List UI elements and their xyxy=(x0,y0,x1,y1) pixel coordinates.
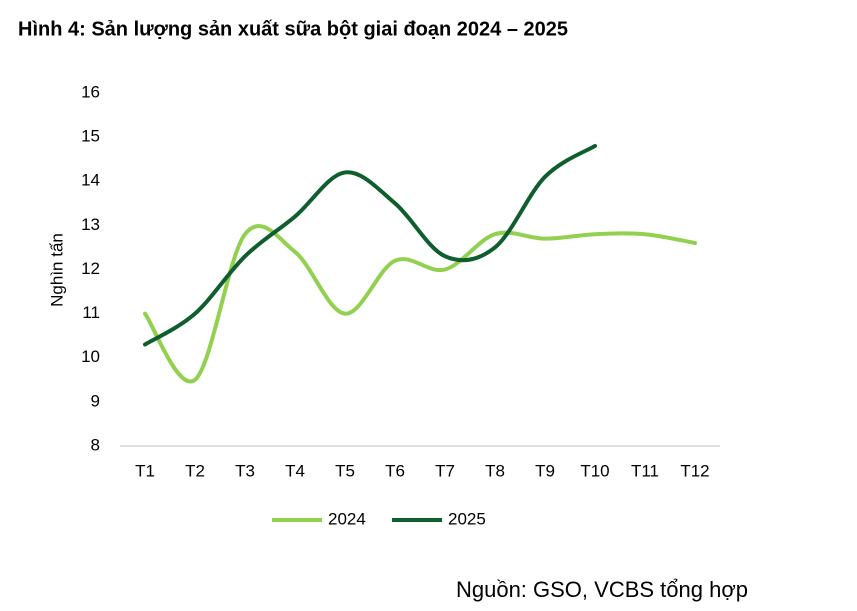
y-tick-label: 12 xyxy=(81,259,100,278)
legend-label: 2025 xyxy=(448,509,486,528)
series-line xyxy=(143,224,697,384)
x-tick-label: T11 xyxy=(631,461,659,480)
x-tick-label: T12 xyxy=(680,461,709,480)
x-tick-label: T7 xyxy=(435,461,455,480)
series-line xyxy=(143,143,597,347)
x-tick-label: T3 xyxy=(235,461,255,480)
x-tick-label: T5 xyxy=(335,461,355,480)
y-tick-label: 11 xyxy=(82,303,100,322)
y-axis-title: Nghìn tấn xyxy=(47,233,66,307)
source-note: Nguồn: GSO, VCBS tổng hợp xyxy=(456,577,748,602)
y-tick-label: 8 xyxy=(91,435,100,454)
legend-label: 2024 xyxy=(328,509,366,528)
chart-title: Hình 4: Sản lượng sản xuất sữa bột giai … xyxy=(18,18,568,40)
y-tick-label: 14 xyxy=(81,171,100,190)
x-tick-label: T6 xyxy=(385,461,405,480)
x-tick-label: T4 xyxy=(285,461,305,480)
x-tick-label: T10 xyxy=(580,461,609,480)
x-tick-label: T8 xyxy=(485,461,505,480)
x-tick-label: T2 xyxy=(185,461,205,480)
x-tick-label: T1 xyxy=(135,461,155,480)
y-tick-label: 10 xyxy=(81,347,100,366)
y-tick-label: 16 xyxy=(81,82,100,101)
y-tick-label: 15 xyxy=(81,127,100,146)
y-tick-label: 13 xyxy=(81,215,100,234)
x-tick-label: T9 xyxy=(535,461,555,480)
y-tick-label: 9 xyxy=(91,391,100,410)
